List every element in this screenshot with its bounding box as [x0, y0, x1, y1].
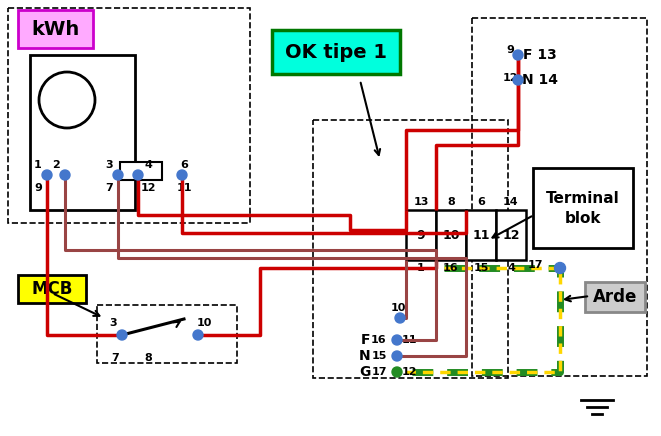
- Text: 15: 15: [473, 263, 488, 273]
- Text: 9: 9: [34, 183, 42, 193]
- Bar: [406, 210, 436, 260]
- Text: 6: 6: [180, 160, 188, 170]
- Text: 17: 17: [527, 260, 543, 270]
- Text: 2: 2: [52, 160, 60, 170]
- Text: 1: 1: [34, 160, 42, 170]
- Text: 12: 12: [502, 73, 518, 83]
- Text: 12: 12: [140, 183, 156, 193]
- Text: kWh: kWh: [31, 20, 79, 38]
- Text: 4: 4: [144, 160, 152, 170]
- Circle shape: [42, 170, 52, 180]
- Text: 11: 11: [472, 228, 490, 242]
- Text: 10: 10: [442, 228, 460, 242]
- Circle shape: [133, 170, 143, 180]
- Circle shape: [392, 367, 402, 377]
- Text: Terminal: Terminal: [546, 191, 620, 205]
- Text: 13: 13: [413, 197, 429, 207]
- Text: N 14: N 14: [522, 73, 558, 87]
- Circle shape: [392, 351, 402, 361]
- Bar: [272, 30, 400, 74]
- Bar: [8, 8, 250, 223]
- Bar: [18, 10, 93, 48]
- Circle shape: [113, 170, 123, 180]
- Circle shape: [60, 170, 70, 180]
- Bar: [313, 120, 508, 378]
- Bar: [533, 168, 633, 248]
- Text: blok: blok: [564, 211, 602, 225]
- Text: 12: 12: [502, 228, 520, 242]
- Circle shape: [395, 313, 405, 323]
- Bar: [120, 162, 162, 180]
- Text: 10: 10: [390, 303, 406, 313]
- Circle shape: [392, 335, 402, 345]
- Circle shape: [555, 262, 566, 273]
- Text: 6: 6: [477, 197, 485, 207]
- Text: 8: 8: [144, 353, 152, 363]
- Text: 9: 9: [416, 228, 425, 242]
- Text: 14: 14: [503, 197, 519, 207]
- Text: 11: 11: [401, 335, 416, 345]
- Text: 10: 10: [196, 318, 212, 328]
- Circle shape: [193, 330, 203, 340]
- Text: Arde: Arde: [593, 288, 637, 306]
- Text: 16: 16: [371, 335, 387, 345]
- Bar: [472, 18, 647, 376]
- Text: 16: 16: [443, 263, 459, 273]
- Text: 12: 12: [401, 367, 416, 377]
- Text: 7: 7: [105, 183, 113, 193]
- Bar: [466, 210, 496, 260]
- Text: 3: 3: [105, 160, 113, 170]
- Text: G: G: [360, 365, 371, 379]
- Text: 9: 9: [506, 45, 514, 55]
- Text: 17: 17: [371, 367, 387, 377]
- Text: F 13: F 13: [523, 48, 557, 62]
- Text: OK tipe 1: OK tipe 1: [285, 42, 387, 61]
- Text: 11: 11: [176, 183, 192, 193]
- Bar: [18, 275, 86, 303]
- Text: MCB: MCB: [31, 280, 73, 298]
- Bar: [97, 305, 237, 363]
- Text: 7: 7: [111, 353, 119, 363]
- Circle shape: [177, 170, 187, 180]
- Text: 8: 8: [447, 197, 455, 207]
- Bar: [496, 210, 526, 260]
- Text: F: F: [360, 333, 369, 347]
- Bar: [30, 55, 135, 210]
- Circle shape: [513, 75, 523, 85]
- Text: 1: 1: [417, 263, 425, 273]
- Bar: [436, 210, 466, 260]
- Circle shape: [117, 330, 127, 340]
- Bar: [585, 282, 645, 312]
- Text: 3: 3: [109, 318, 117, 328]
- Text: N: N: [359, 349, 371, 363]
- Text: 15: 15: [371, 351, 387, 361]
- Circle shape: [513, 50, 523, 60]
- Text: 4: 4: [507, 263, 515, 273]
